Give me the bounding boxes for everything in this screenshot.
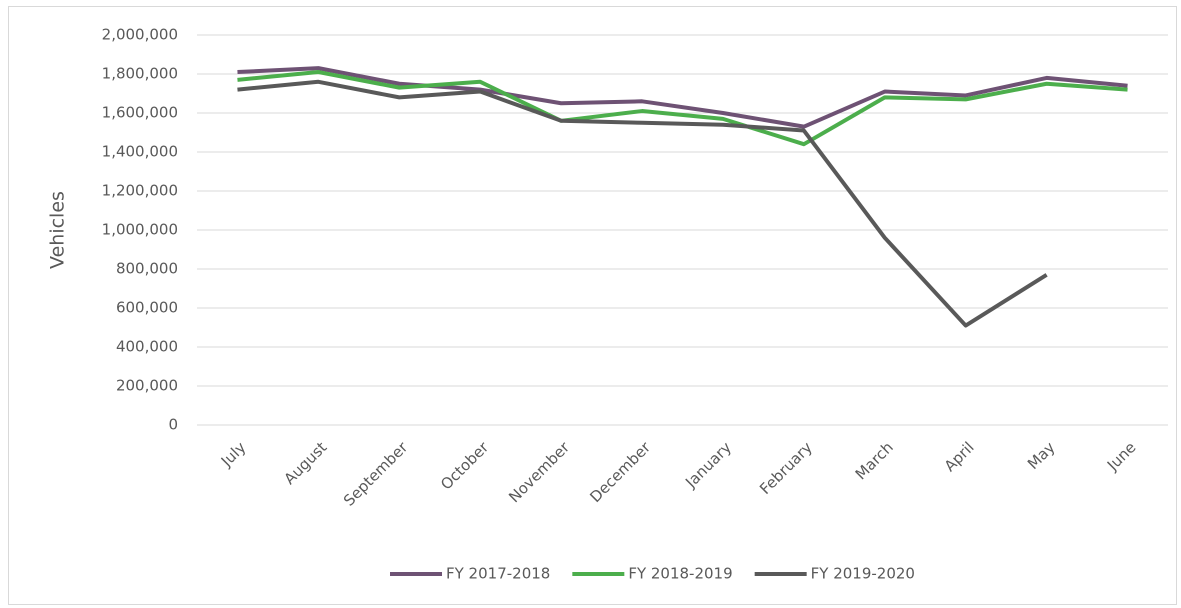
legend-label: FY 2018-2019 xyxy=(628,565,732,583)
series-line xyxy=(237,79,1048,328)
y-tick-label: 600,000 xyxy=(116,299,178,317)
y-tick-label: 0 xyxy=(168,416,178,434)
y-tick-label: 200,000 xyxy=(116,377,178,395)
legend-label: FY 2017-2018 xyxy=(446,565,550,583)
y-axis-label: Vehicles xyxy=(47,191,69,269)
y-tick-label: 1,800,000 xyxy=(102,65,178,83)
y-tick-label: 1,400,000 xyxy=(102,143,178,161)
chart-border xyxy=(8,6,1177,605)
series-line xyxy=(237,66,1128,129)
legend-label: FY 2019-2020 xyxy=(811,565,915,583)
y-tick-label: 1,600,000 xyxy=(102,104,178,122)
y-tick-label: 800,000 xyxy=(116,260,178,278)
y-tick-label: 1,000,000 xyxy=(102,221,178,239)
y-tick-label: 400,000 xyxy=(116,338,178,356)
y-tick-label: 1,200,000 xyxy=(102,182,178,200)
y-tick-label: 2,000,000 xyxy=(102,26,178,44)
series-line xyxy=(237,70,1128,147)
